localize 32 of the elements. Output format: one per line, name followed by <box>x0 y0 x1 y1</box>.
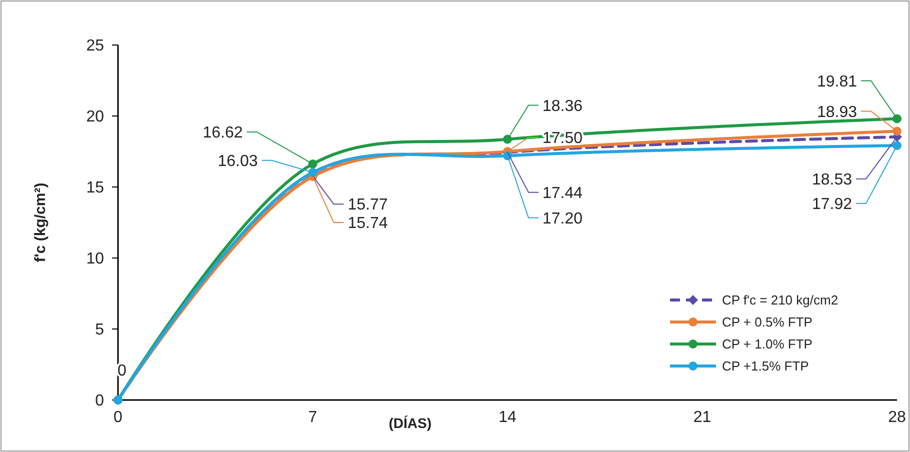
data-label: 19.81 <box>816 73 858 90</box>
point <box>892 126 902 136</box>
data-label: 17.92 <box>812 196 852 214</box>
data-label: 18.36 <box>542 98 583 115</box>
data-label: 15.77 <box>348 196 388 214</box>
y-tick-label: 25 <box>86 38 104 55</box>
data-label: 16.03 <box>218 152 258 170</box>
data-label: 18.93 <box>816 104 858 121</box>
point <box>892 141 902 150</box>
data-label: 18.53 <box>812 171 852 188</box>
point <box>892 114 902 124</box>
y-tick-label: 20 <box>86 108 104 126</box>
legend-label: CP + 1.0% FTP <box>722 336 812 352</box>
point <box>503 134 512 144</box>
data-label: 17.44 <box>542 184 583 202</box>
y-tick-label: 5 <box>95 322 104 339</box>
x-axis-title: (DÍAS) <box>388 415 432 431</box>
x-tick-label: 7 <box>308 409 318 426</box>
data-label: 17.20 <box>542 210 583 228</box>
x-tick-label: 21 <box>693 409 712 426</box>
y-tick-label: 10 <box>86 250 104 268</box>
legend-label: CP +1.5% FTP <box>722 358 809 374</box>
y-tick-label: 0 <box>95 392 104 410</box>
legend-label: CP + 0.5% FTP <box>722 314 812 330</box>
x-tick-label: 14 <box>498 409 516 426</box>
y-tick-label: 15 <box>86 180 104 197</box>
x-tick-label: 28 <box>888 409 906 426</box>
x-tick-label: 0 <box>114 409 123 426</box>
legend-label: CP f'c = 210 kg/cm2 <box>722 292 838 308</box>
y-axis-title: f'c (kg/cm²) <box>32 182 49 262</box>
data-label: 15.74 <box>348 215 388 232</box>
data-label: 16.62 <box>202 124 243 142</box>
